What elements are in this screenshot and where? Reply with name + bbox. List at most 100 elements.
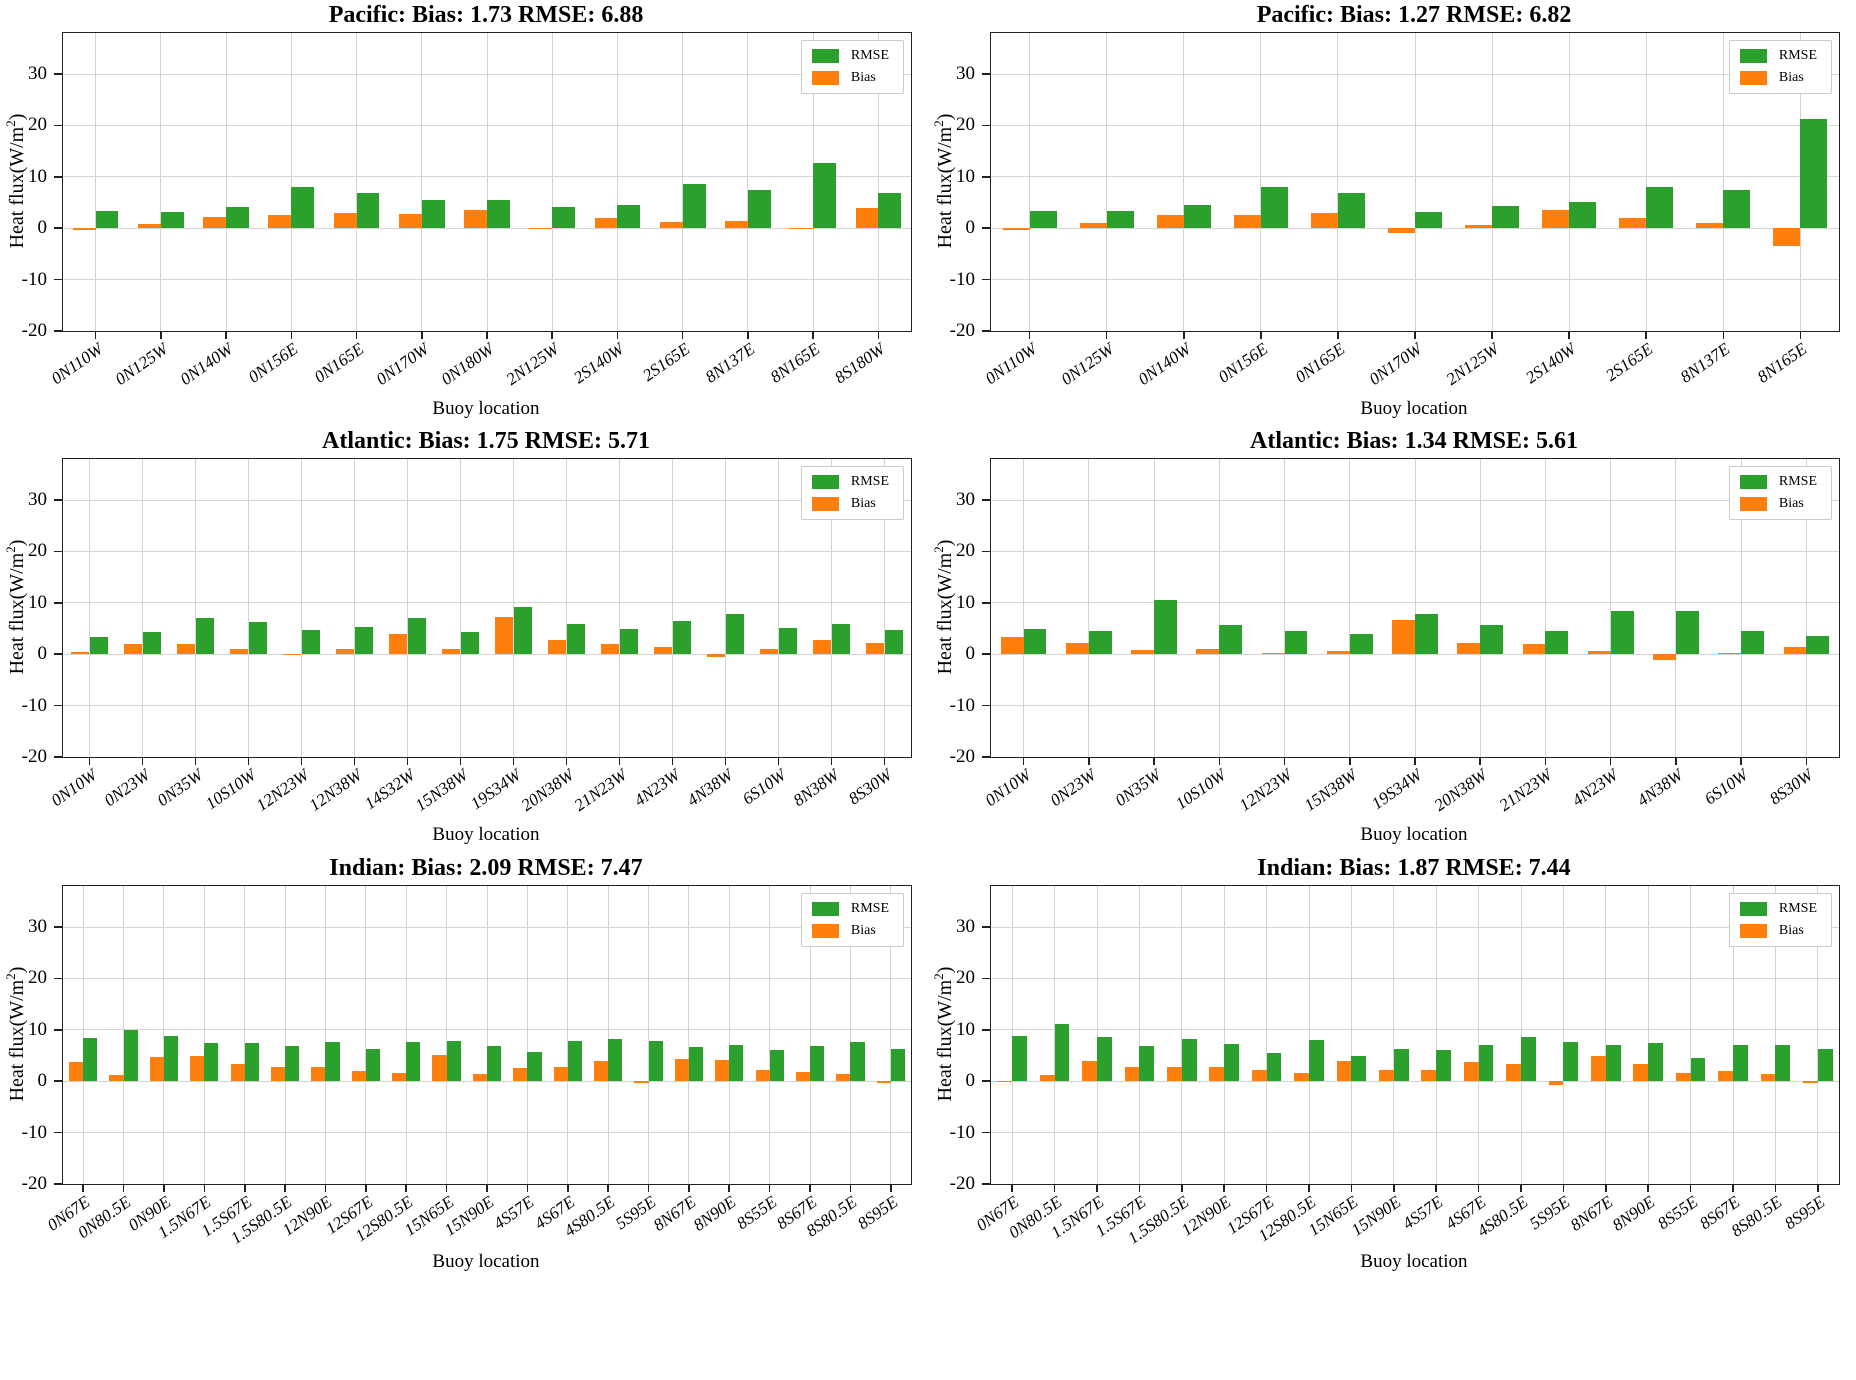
y-tick-mark [54, 1131, 62, 1134]
legend-entry-bias: Bias [811, 924, 889, 938]
bias-swatch [1739, 497, 1767, 511]
bar-bias [795, 1071, 811, 1082]
y-tick-label: 30 [28, 489, 47, 511]
v-gridline [890, 886, 892, 1184]
bar-rmse [552, 207, 576, 229]
y-tick-mark [54, 73, 62, 75]
v-gridline [1435, 886, 1437, 1184]
bar-rmse [1800, 118, 1828, 229]
bar-rmse [365, 1048, 380, 1082]
bar-bias [1675, 1072, 1691, 1082]
y-tick-mark [982, 176, 990, 178]
bar-rmse [163, 1035, 179, 1082]
bar-bias [1082, 1060, 1097, 1082]
v-gridline [290, 33, 292, 331]
bar-rmse [1545, 630, 1569, 655]
v-gridline [1605, 886, 1607, 1184]
chart-title: Atlantic: Bias: 1.34 RMSE: 5.61 [1250, 428, 1578, 454]
x-tick-mark [671, 757, 674, 765]
bar-bias [464, 210, 487, 229]
v-gridline [1337, 33, 1339, 331]
x-tick-mark [1348, 757, 1351, 765]
bar-bias [1463, 1062, 1479, 1082]
bar-rmse [1054, 1023, 1070, 1082]
v-gridline [607, 886, 609, 1184]
bias-swatch [1739, 71, 1767, 85]
x-tick-mark [768, 1184, 771, 1192]
x-tick-mark [1647, 1184, 1649, 1192]
legend-entry-rmse: RMSE [1739, 901, 1817, 916]
x-tick-mark [812, 331, 814, 339]
bar-rmse [1337, 192, 1365, 229]
v-gridline [877, 33, 879, 331]
v-gridline [1223, 886, 1225, 1184]
y-tick-label: 0 [37, 217, 48, 239]
bar-bias [997, 1081, 1013, 1083]
bar-rmse [1646, 187, 1674, 229]
x-tick-mark [1477, 1184, 1480, 1192]
v-gridline [526, 886, 528, 1184]
v-gridline [160, 33, 162, 331]
bar-bias [1079, 223, 1107, 229]
bar-bias [1773, 228, 1801, 247]
legend-label: RMSE [1778, 901, 1817, 916]
legend-entry-bias: Bias [811, 70, 889, 85]
x-tick-mark [1138, 1184, 1141, 1192]
v-gridline [486, 886, 488, 1184]
v-gridline [1308, 886, 1310, 1184]
bias-swatch [811, 71, 839, 85]
bar-bias [547, 640, 567, 655]
y-tick-label: -20 [949, 1173, 975, 1194]
bar-bias [790, 227, 814, 229]
bar-bias [594, 1061, 609, 1082]
bar-rmse [1610, 610, 1634, 655]
y-tick-mark [982, 653, 990, 656]
bar-bias [176, 643, 196, 655]
x-tick-mark [728, 1184, 731, 1192]
bar-bias [513, 1068, 528, 1082]
x-tick-mark [551, 331, 554, 339]
x-tick-mark [1053, 1184, 1056, 1192]
v-gridline [1479, 459, 1481, 757]
x-tick-mark [1645, 331, 1648, 339]
bar-rmse [1139, 1046, 1155, 1082]
rmse-swatch [1739, 475, 1767, 489]
bar-bias [706, 654, 726, 657]
bar-bias [1718, 1071, 1733, 1082]
x-tick-mark [565, 757, 568, 765]
bar-bias [149, 1056, 164, 1082]
v-gridline [551, 33, 553, 331]
x-tick-mark [1022, 757, 1025, 765]
x-tick-mark [877, 331, 880, 339]
bar-rmse [487, 1046, 502, 1082]
bar-rmse [248, 621, 268, 655]
chart-title: Pacific: Bias: 1.27 RMSE: 6.82 [1256, 2, 1572, 28]
x-tick-mark [1732, 1184, 1734, 1192]
v-gridline [405, 886, 407, 1184]
y-tick-mark [54, 602, 62, 604]
v-gridline [1266, 886, 1268, 1184]
bar-rmse [1309, 1039, 1324, 1082]
bar-rmse [1266, 1053, 1282, 1082]
rmse-swatch [811, 902, 839, 916]
bar-bias [1066, 643, 1089, 655]
legend-label: Bias [850, 70, 876, 85]
x-tick-mark [1308, 1184, 1310, 1192]
v-gridline [1138, 886, 1140, 1184]
x-tick-mark [1414, 331, 1416, 339]
y-tick-mark [982, 1131, 990, 1134]
bar-rmse [1029, 210, 1057, 229]
plot-area: -20 -10 0 10 20 30 0N10W 0N23W 0N35W 10S10W 12N23W… [22, 458, 912, 815]
bar-bias [472, 1074, 487, 1082]
x-tick-mark [1675, 757, 1677, 765]
bar-bias [109, 1074, 124, 1082]
y-tick-mark [982, 926, 990, 928]
v-gridline [688, 886, 690, 1184]
bar-bias [268, 214, 292, 229]
v-gridline [95, 33, 97, 331]
y-tick-mark [54, 124, 62, 127]
y-tick-label: 20 [956, 967, 975, 989]
bar-rmse [1675, 611, 1699, 655]
v-gridline [682, 33, 684, 331]
v-gridline [163, 886, 165, 1184]
